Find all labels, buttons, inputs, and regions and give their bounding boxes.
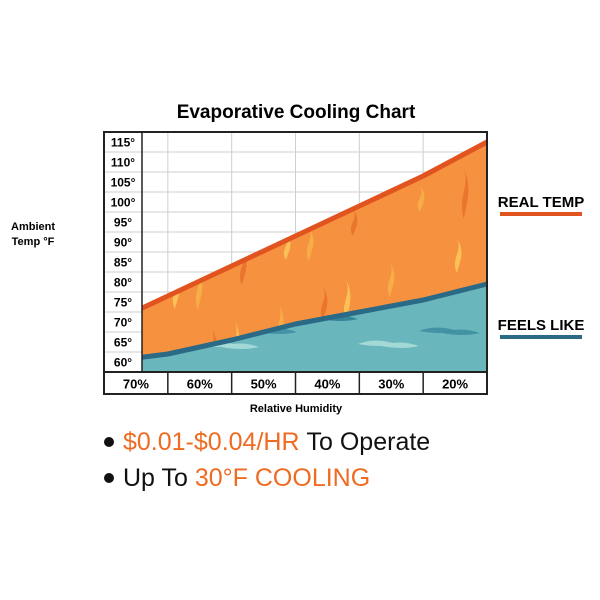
flame <box>350 210 358 236</box>
bullet-dot <box>104 437 114 447</box>
y-axis-title-line1: Ambient <box>11 221 55 233</box>
real-temp-line <box>102 139 489 329</box>
x-tick-labels: 70% 60% 50% 40% 30% 20% <box>123 377 469 392</box>
bullet-cooling: Up To 30°F COOLING <box>104 460 584 496</box>
y-tick-label: 80° <box>114 276 132 290</box>
flame <box>417 186 425 212</box>
series-lines <box>102 139 489 365</box>
x-tick-label: 40% <box>314 377 340 392</box>
y-tick-label: 90° <box>114 236 132 250</box>
y-axis-title-line2: Temp °F <box>12 236 55 248</box>
y-tick-label: 70° <box>114 316 132 330</box>
y-tick-labels: 115° 110° 105° 100° 95° 90° 85° 80° 75° 70° 65° 60° <box>111 136 136 370</box>
wave <box>221 343 259 349</box>
chart-title: Evaporative Cooling Chart <box>177 102 416 123</box>
x-tick-label: 30% <box>378 377 404 392</box>
flame <box>461 169 469 219</box>
bullet-operating-cost: $0.01-$0.04/HR To Operate <box>104 424 584 460</box>
legend-label-real-temp: REAL TEMP <box>498 194 584 211</box>
y-tick-label: 60° <box>114 356 132 370</box>
legend: REAL TEMP FEELS LIKE <box>498 194 585 339</box>
x-tick-label: 50% <box>251 377 277 392</box>
flame <box>306 227 314 261</box>
y-tick-label: 65° <box>114 336 132 350</box>
y-tick-label: 95° <box>114 216 132 230</box>
y-tick-label: 75° <box>114 296 132 310</box>
bullet-dot <box>104 473 114 483</box>
flame <box>320 287 328 321</box>
y-tick-label: 85° <box>114 256 132 270</box>
flame <box>387 263 395 297</box>
wave <box>442 329 480 335</box>
legend-label-feels-like: FEELS LIKE <box>498 317 585 334</box>
operating-cost-highlight: $0.01-$0.04/HR <box>123 428 300 456</box>
flame <box>454 239 462 273</box>
wave <box>381 342 419 348</box>
y-tick-label: 100° <box>111 196 136 210</box>
x-tick-label: 70% <box>123 377 149 392</box>
x-tick-label: 60% <box>187 377 213 392</box>
real-temp-area <box>104 142 487 362</box>
y-tick-label: 105° <box>111 176 136 190</box>
y-tick-label: 115° <box>111 136 135 150</box>
flame <box>343 280 351 322</box>
cooling-text: Up To <box>123 464 188 492</box>
plot-border <box>103 131 488 395</box>
x-tick-label: 20% <box>442 377 468 392</box>
y-tick-label: 110° <box>111 156 135 170</box>
operating-cost-text: To Operate <box>306 428 431 456</box>
feels-like-line <box>103 281 488 365</box>
cooling-highlight: 30°F COOLING <box>194 464 371 492</box>
x-axis-title: Relative Humidity <box>250 403 343 415</box>
legend-swatch-feels-like <box>500 335 582 339</box>
feature-bullets: $0.01-$0.04/HR To Operate Up To 30°F COO… <box>104 424 584 496</box>
plot-frame <box>103 131 488 395</box>
legend-swatch-real-temp <box>500 212 582 216</box>
